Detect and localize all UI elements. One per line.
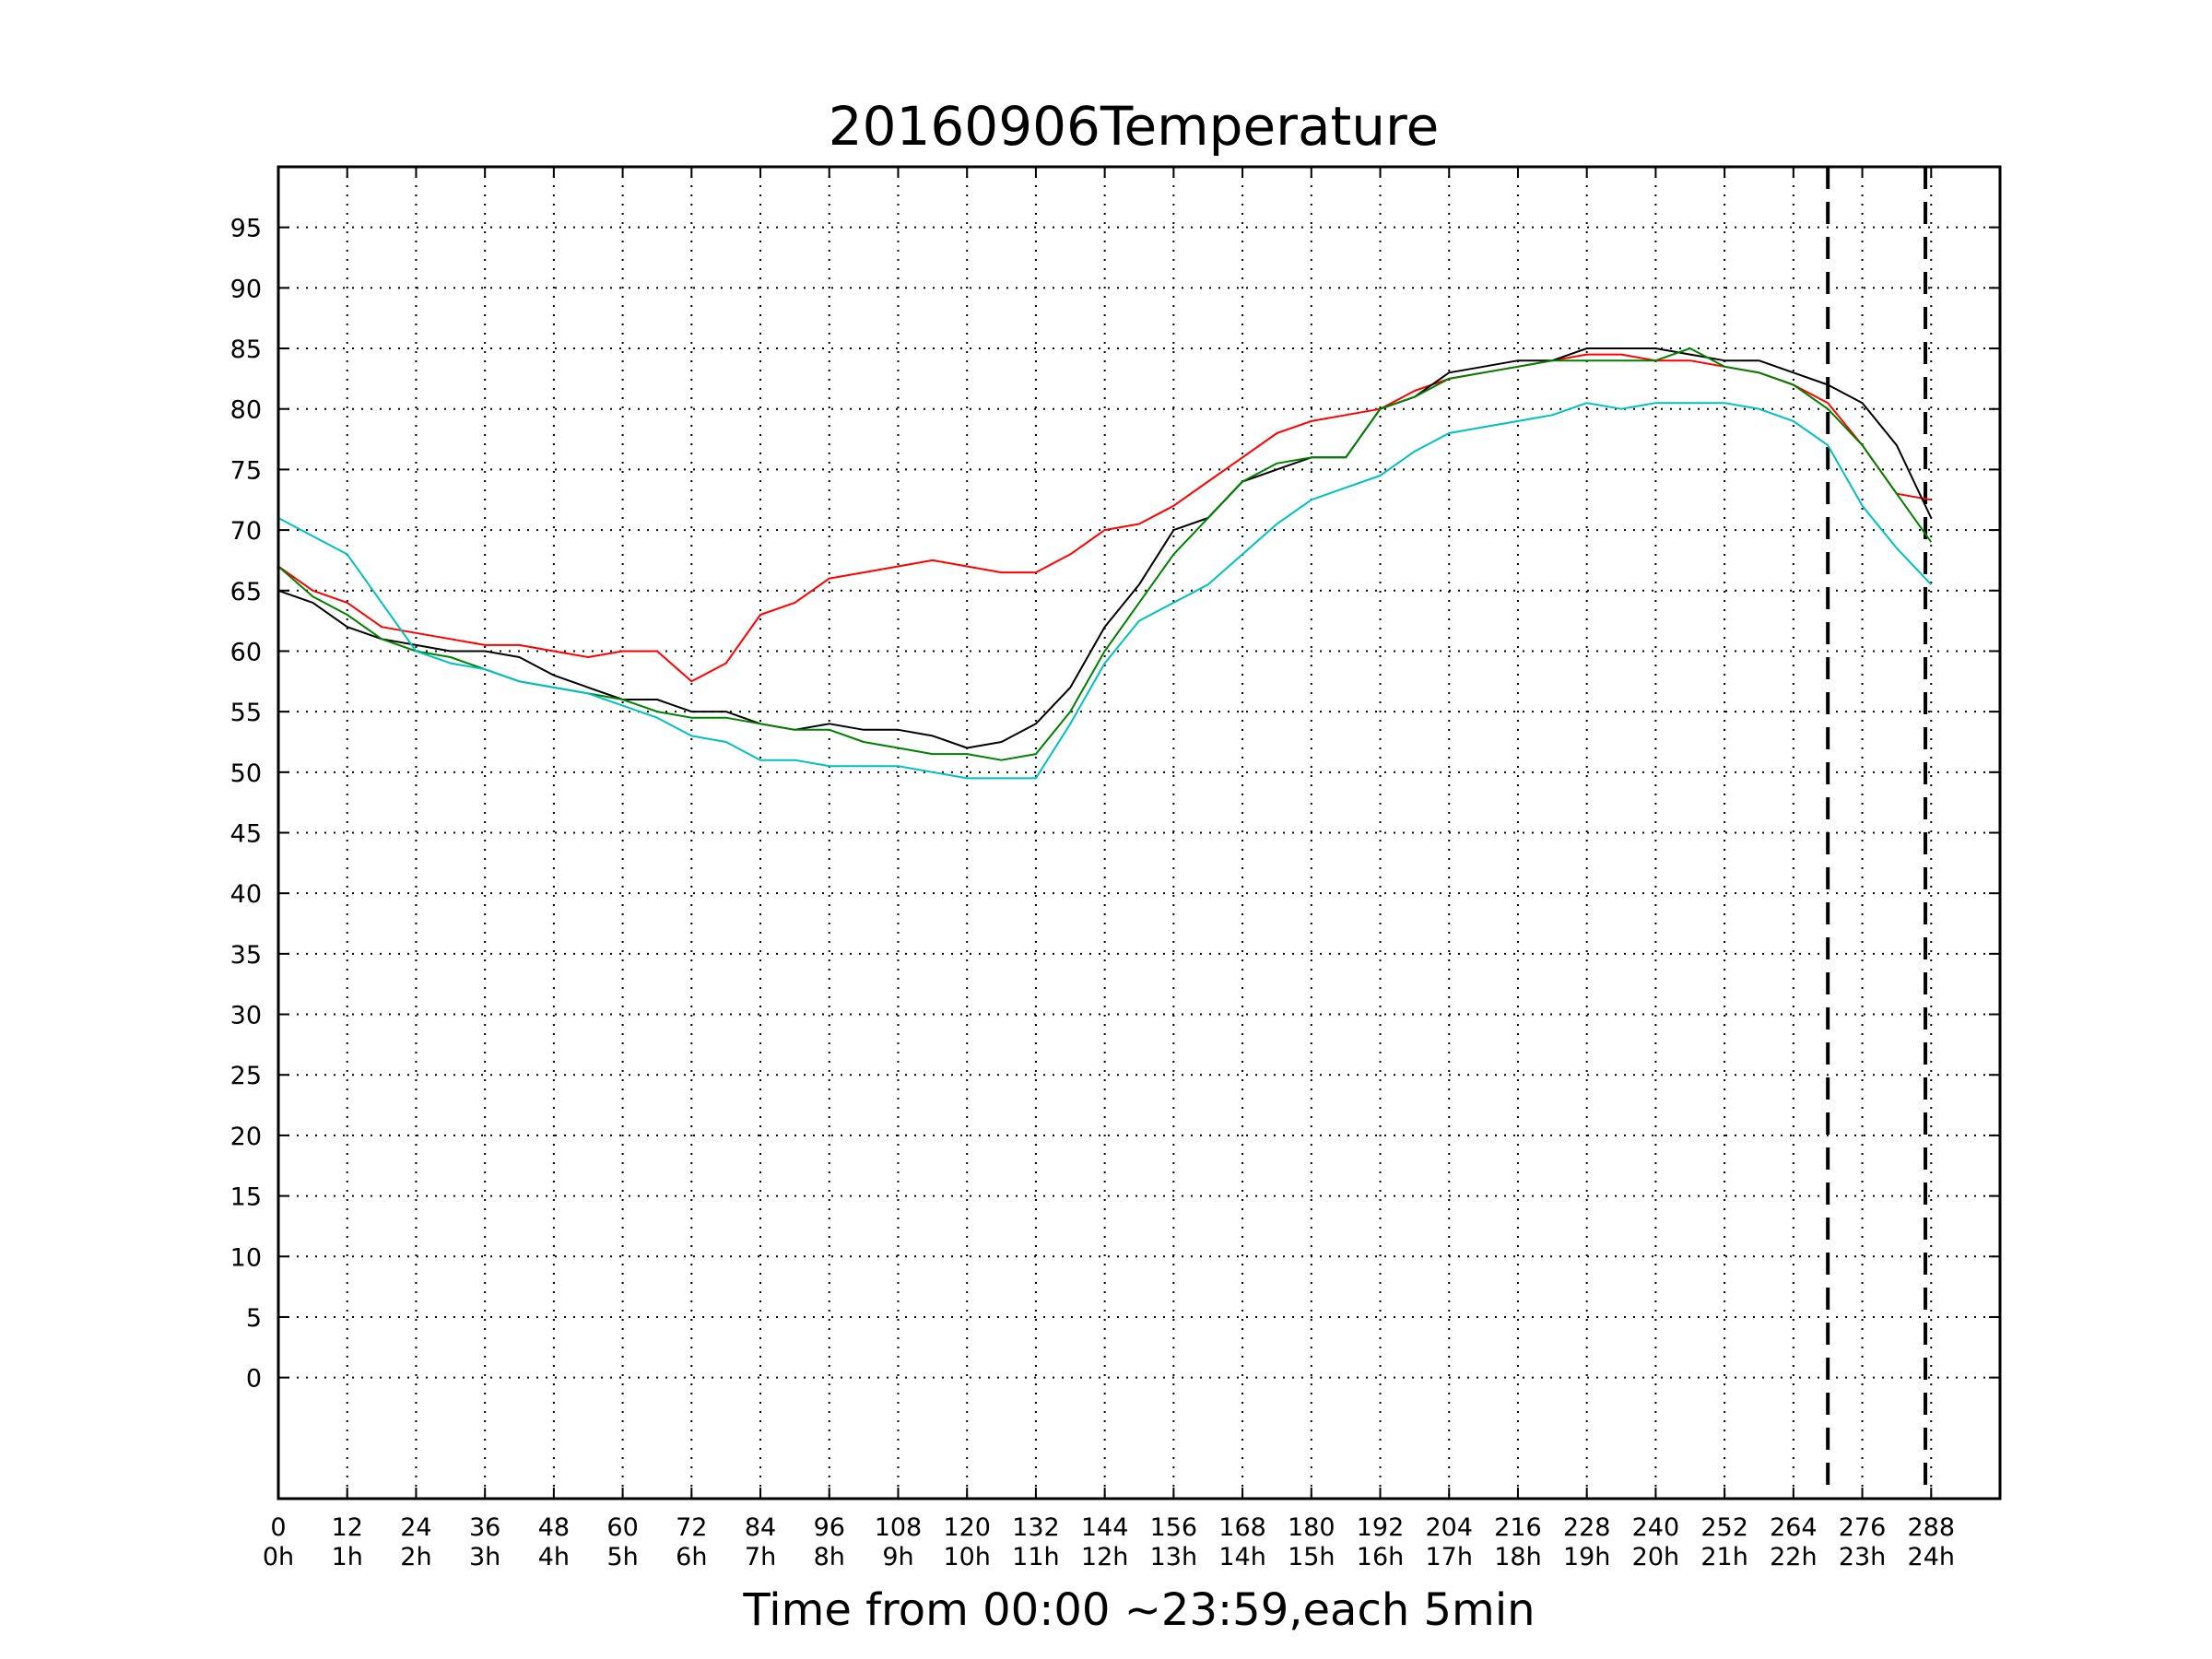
x-tick-label: 192 xyxy=(1357,1513,1405,1542)
y-tick-label: 70 xyxy=(230,517,262,546)
x-tick-hour-label: 0h xyxy=(263,1543,294,1571)
series-group xyxy=(277,347,1933,780)
x-tick-hour-label: 4h xyxy=(538,1543,570,1571)
y-tick-label: 25 xyxy=(230,1062,262,1090)
x-tick-hour-label: 23h xyxy=(1839,1543,1886,1571)
x-tick-label: 288 xyxy=(1908,1513,1956,1542)
y-tick-label: 50 xyxy=(230,759,262,788)
x-tick-label: 276 xyxy=(1839,1513,1887,1542)
x-tick-label: 168 xyxy=(1218,1513,1266,1542)
x-tick-label: 12 xyxy=(332,1513,363,1542)
y-tick-label: 10 xyxy=(230,1243,262,1272)
x-tick-hour-label: 22h xyxy=(1770,1543,1817,1571)
x-tick-hour-label: 5h xyxy=(606,1543,638,1571)
chart-title: 20160906Temperature xyxy=(829,95,1440,158)
x-tick-label: 204 xyxy=(1425,1513,1473,1542)
y-tick-label: 30 xyxy=(230,1002,262,1030)
x-tick-hour-label: 3h xyxy=(469,1543,500,1571)
x-tick-hour-label: 24h xyxy=(1908,1543,1955,1571)
y-tick-label: 95 xyxy=(230,215,262,243)
y-tick-label: 65 xyxy=(230,578,262,606)
x-tick-hour-label: 1h xyxy=(332,1543,363,1571)
x-tick-hour-label: 11h xyxy=(1012,1543,1059,1571)
series-line-4 xyxy=(277,402,1933,780)
y-tick-label: 0 xyxy=(246,1365,262,1394)
x-tick-label: 144 xyxy=(1081,1513,1129,1542)
x-tick-label: 96 xyxy=(814,1513,845,1542)
y-tick-label: 40 xyxy=(230,880,262,909)
x-tick-label: 0 xyxy=(270,1513,286,1542)
x-tick-label: 228 xyxy=(1563,1513,1611,1542)
x-tick-hour-label: 17h xyxy=(1426,1543,1473,1571)
x-tick-hour-label: 21h xyxy=(1700,1543,1747,1571)
x-tick-hour-label: 10h xyxy=(943,1543,990,1571)
y-tick-label: 20 xyxy=(230,1123,262,1151)
x-tick-label: 108 xyxy=(875,1513,923,1542)
x-tick-label: 156 xyxy=(1150,1513,1198,1542)
x-tick-hour-label: 2h xyxy=(400,1543,431,1571)
x-tick-label: 84 xyxy=(745,1513,776,1542)
x-tick-label: 264 xyxy=(1770,1513,1818,1542)
x-tick-label: 180 xyxy=(1288,1513,1335,1542)
y-tick-label: 75 xyxy=(230,456,262,485)
y-tick-label: 15 xyxy=(230,1183,262,1212)
grid xyxy=(277,167,2000,1499)
x-tick-hour-label: 16h xyxy=(1357,1543,1404,1571)
y-tick-label: 45 xyxy=(230,820,262,849)
x-axis-label: Time from 00:00 ~23:59,each 5min xyxy=(742,1584,1535,1636)
y-tick-label: 35 xyxy=(230,941,262,970)
x-tick-hour-label: 19h xyxy=(1563,1543,1610,1571)
x-tick-label: 216 xyxy=(1494,1513,1542,1542)
y-tick-label: 90 xyxy=(230,275,262,303)
x-tick-hour-label: 8h xyxy=(814,1543,845,1571)
x-tick-label: 72 xyxy=(676,1513,707,1542)
series-line-2 xyxy=(277,347,1933,749)
x-tick-label: 60 xyxy=(606,1513,638,1542)
x-tick-hour-label: 12h xyxy=(1081,1543,1128,1571)
y-tick-label: 80 xyxy=(230,396,262,425)
x-tick-label: 240 xyxy=(1632,1513,1680,1542)
x-tick-hour-label: 15h xyxy=(1288,1543,1335,1571)
y-axis: 0 5 10 15 20 25 30 35 40 45 50 55 60 65 70 75 80 85 90 95 xyxy=(230,215,2000,1394)
x-tick-label: 36 xyxy=(469,1513,500,1542)
x-tick-label: 24 xyxy=(400,1513,431,1542)
y-tick-label: 60 xyxy=(230,638,262,666)
x-tick-hour-label: 18h xyxy=(1494,1543,1541,1571)
x-tick-hour-label: 9h xyxy=(882,1543,913,1571)
x-tick-hour-label: 7h xyxy=(745,1543,776,1571)
x-tick-hour-label: 6h xyxy=(676,1543,707,1571)
y-tick-label: 55 xyxy=(230,699,262,727)
y-tick-label: 85 xyxy=(230,335,262,364)
x-tick-label: 252 xyxy=(1700,1513,1748,1542)
x-tick-label: 120 xyxy=(943,1513,991,1542)
y-tick-label: 5 xyxy=(246,1304,262,1333)
x-tick-label: 48 xyxy=(538,1513,570,1542)
vertical-markers xyxy=(1826,167,1928,1499)
x-tick-hour-label: 20h xyxy=(1632,1543,1679,1571)
x-tick-hour-label: 14h xyxy=(1218,1543,1265,1571)
x-tick-label: 132 xyxy=(1012,1513,1060,1542)
x-tick-hour-label: 13h xyxy=(1150,1543,1197,1571)
